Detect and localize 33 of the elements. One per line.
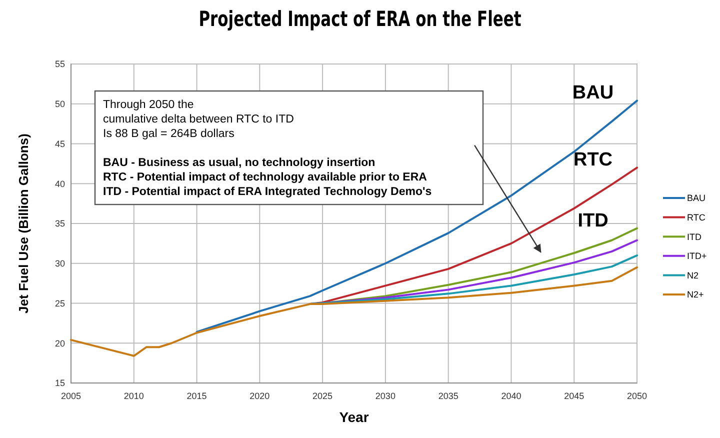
y-tick-label: 45	[54, 138, 65, 149]
y-tick-label: 55	[54, 59, 65, 70]
y-axis-title: Jet Fuel Use (Billion Gallons)	[16, 134, 31, 314]
y-tick-label: 30	[54, 258, 65, 269]
x-tick-label: 2045	[564, 391, 584, 401]
y-tick-label: 25	[54, 298, 65, 308]
x-tick-label: 2025	[312, 391, 333, 401]
chart-title: Projected Impact of ERA on the Fleet	[198, 6, 522, 32]
annotation: RTC	[573, 150, 613, 171]
legend-label: BAU	[687, 193, 706, 204]
y-tick-label: 40	[54, 178, 65, 189]
y-tick-label: 35	[54, 218, 65, 229]
x-tick-label: 2050	[626, 391, 648, 401]
x-tick-label: 2030	[375, 391, 396, 401]
legend-label: N2	[687, 270, 699, 280]
x-tick-label: 2020	[250, 391, 270, 401]
text-box: Through 2050 the cumulative delta between RTC to ITD Is 88 B gal = 264B dollars BAU - Business as usual, no technology insertion RTC - Potential impact of technology available prior to ERA ITD - Potential impact of ERA Integrated Technology Demo's	[94, 90, 484, 206]
y-tick-label: 20	[54, 338, 65, 348]
line-series	[70, 266, 638, 357]
annotation: BAU	[572, 82, 614, 104]
x-tick-label: 2010	[124, 391, 144, 401]
y-tick-label: 50	[54, 99, 65, 110]
x-tick-label: 2015	[186, 391, 207, 401]
x-tick-label: 2040	[501, 391, 522, 401]
legend-label: RTC	[687, 212, 706, 222]
legend-label: ITD+	[687, 251, 707, 262]
x-tick-label: 2005	[60, 391, 82, 401]
x-axis-title: Year	[339, 409, 370, 425]
x-tick-label: 2035	[438, 391, 458, 401]
legend-label: ITD	[687, 232, 702, 242]
y-tick-label: 15	[54, 378, 65, 388]
legend-label: N2+	[687, 290, 704, 300]
annotation: ITD	[578, 210, 608, 232]
